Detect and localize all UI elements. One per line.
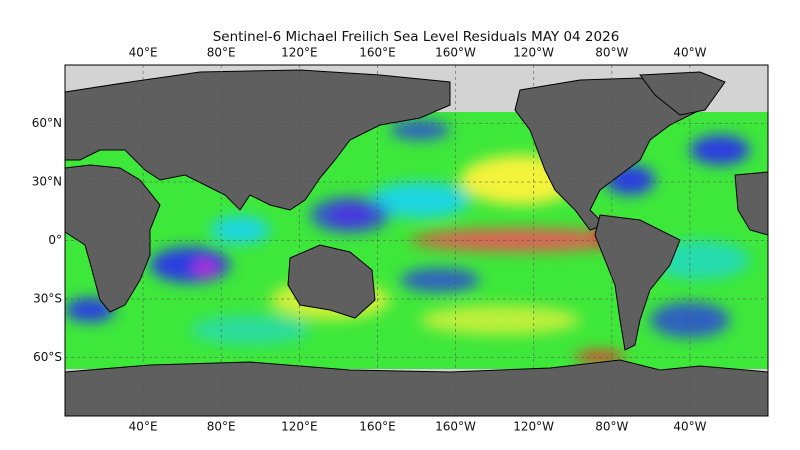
map-frame [64,64,769,417]
lon-label-top: 160°E [359,46,396,60]
lon-label-top: 160°W [435,46,476,60]
lat-label: 60°N [32,116,62,130]
graticule [65,65,768,416]
lon-label-bottom: 80°E [207,420,236,434]
lon-label-bottom: 160°E [359,420,396,434]
land [64,69,769,417]
lon-label-top: 40°W [673,46,706,60]
lon-label-bottom: 120°E [281,420,318,434]
lat-label: 30°N [32,175,62,189]
map-title: Sentinel-6 Michael Freilich Sea Level Re… [213,29,620,45]
lat-label: 0° [48,233,62,247]
lon-label-bottom: 160°W [435,420,476,434]
lon-label-top: 80°E [207,46,236,60]
lon-label-top: 40°E [129,46,158,60]
lon-label-bottom: 120°W [513,420,554,434]
lon-label-top: 80°W [595,46,628,60]
lon-label-bottom: 80°W [595,420,628,434]
lat-label: 30°S [33,292,62,306]
lon-label-bottom: 40°E [129,420,158,434]
lon-label-bottom: 40°W [673,420,706,434]
lat-label: 60°S [33,350,62,364]
lon-label-top: 120°E [281,46,318,60]
lon-label-top: 120°W [513,46,554,60]
